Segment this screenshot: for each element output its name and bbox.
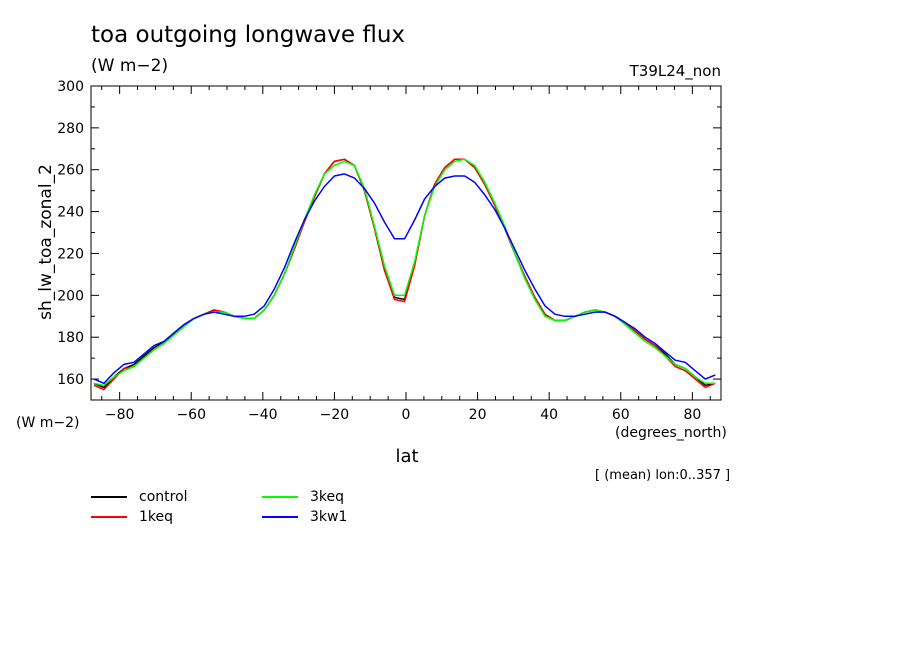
averaging-note: [ (mean) lon:0..357 ] (595, 468, 731, 483)
y-axis-unit: (W m−2) (16, 415, 80, 431)
x-tick-label: 40 (540, 407, 558, 423)
legend-swatch (91, 496, 127, 498)
x-tick-label: −60 (176, 407, 206, 423)
legend-label: 3kw1 (310, 509, 348, 525)
axis-ticks (91, 85, 721, 401)
legend-swatch (91, 516, 127, 518)
legend-item-1keq: 1keq (91, 507, 173, 527)
series-line-3keq (93, 158, 716, 387)
legend-label: 3keq (310, 489, 345, 505)
y-tick-label: 260 (57, 163, 84, 179)
run-label: T39L24_non (629, 62, 721, 80)
legend-item-3keq: 3keq (262, 487, 344, 507)
series-line-1keq (93, 158, 716, 391)
axis-tick-labels: −80 −60 −40 −20 0 20 40 60 80 160 180 200 220 240 260 2… (57, 79, 701, 423)
x-tick-label: 0 (402, 407, 411, 423)
y-tick-label: 240 (57, 205, 84, 221)
chart-subtitle: (W m−2) (91, 56, 169, 76)
y-tick-label: 160 (57, 372, 84, 388)
series-lines (93, 158, 716, 391)
x-tick-label: 20 (469, 407, 487, 423)
y-tick-label: 280 (57, 121, 84, 137)
x-tick-label: −40 (248, 407, 278, 423)
chart-title: toa outgoing longwave flux (91, 22, 406, 48)
y-tick-label: 180 (57, 330, 84, 346)
legend-label: 1keq (139, 509, 174, 525)
y-tick-label: 200 (57, 288, 84, 304)
x-tick-label: 60 (612, 407, 630, 423)
legend-swatch (262, 516, 298, 518)
series-line-control (93, 158, 716, 389)
y-tick-label: 300 (57, 79, 84, 95)
legend-label: control (139, 489, 188, 505)
series-line-3kw1 (93, 173, 716, 385)
legend-item-3kw1: 3kw1 (262, 507, 347, 527)
x-tick-label: −80 (105, 407, 135, 423)
x-axis-label: lat (395, 446, 419, 467)
x-tick-label: 80 (683, 407, 701, 423)
y-tick-label: 220 (57, 246, 84, 262)
legend-swatch (262, 496, 298, 498)
plot-frame (90, 85, 722, 401)
legend-item-control: control (91, 487, 188, 507)
x-tick-label: −20 (320, 407, 350, 423)
x-axis-unit: (degrees_north) (615, 425, 727, 441)
